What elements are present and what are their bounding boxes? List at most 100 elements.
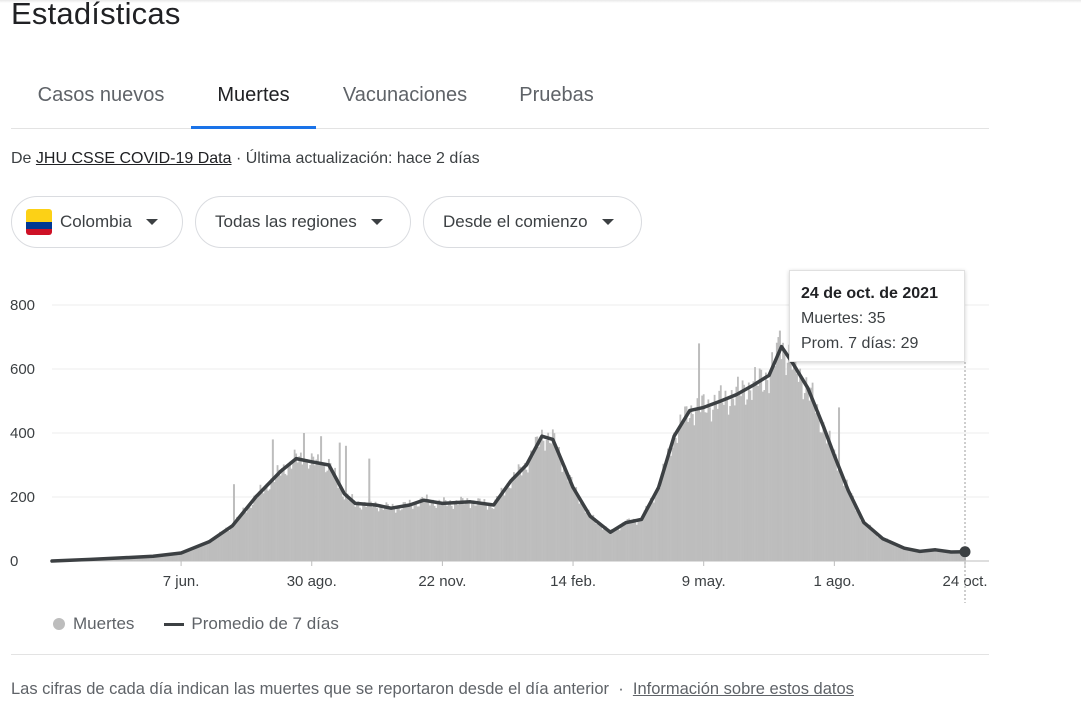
daily-death-bar: [492, 508, 495, 561]
date-range-filter[interactable]: Desde el comienzo: [423, 196, 642, 248]
daily-death-bar: [346, 493, 349, 561]
region-filter[interactable]: Todas las regiones: [195, 196, 411, 248]
daily-death-bar: [254, 494, 257, 561]
daily-death-bar: [640, 520, 643, 561]
daily-death-bar: [433, 505, 436, 561]
daily-death-bar: [424, 499, 427, 561]
daily-death-bar: [124, 557, 127, 561]
daily-death-bar: [789, 358, 792, 561]
daily-death-bar: [721, 402, 724, 561]
daily-death-bar: [827, 435, 830, 561]
daily-death-bar: [321, 464, 324, 561]
daily-death-bar: [166, 554, 168, 561]
daily-death-bar: [906, 549, 909, 561]
daily-death-bar: [474, 505, 476, 561]
daily-death-bar: [579, 502, 582, 561]
country-label: Colombia: [60, 212, 132, 231]
daily-death-bar: [901, 547, 904, 561]
daily-death-bar: [337, 488, 340, 561]
daily-death-bar: [209, 542, 212, 561]
daily-death-bar: [825, 443, 828, 561]
daily-death-bar: [237, 516, 240, 561]
daily-death-bar: [413, 504, 416, 561]
daily-death-bar: [217, 535, 220, 561]
daily-death-bar: [500, 487, 503, 561]
daily-death-bar: [718, 390, 721, 561]
daily-death-bar: [607, 531, 610, 561]
daily-death-bar: [788, 344, 791, 561]
daily-death-bar: [273, 481, 276, 561]
daily-death-bar: [835, 454, 837, 561]
daily-death-bar: [634, 521, 637, 561]
daily-death-bar: [265, 483, 268, 561]
daily-death-bar: [251, 504, 254, 561]
daily-death-bar: [525, 469, 528, 561]
daily-bars: [52, 337, 966, 561]
daily-death-bar: [407, 504, 410, 561]
active-tab-indicator: [191, 126, 316, 129]
daily-death-bar: [723, 404, 725, 561]
deaths-chart[interactable]: 0 200 400 600 800 7 jun. 30 ago. 22 nov. 14 feb.…: [0, 262, 1081, 612]
daily-death-bar: [186, 550, 189, 561]
daily-death-bar: [410, 504, 413, 561]
daily-death-bar: [537, 446, 540, 561]
daily-death-bar: [940, 551, 943, 561]
data-info-link[interactable]: Información sobre estos datos: [632, 680, 854, 698]
daily-death-bar: [796, 373, 798, 561]
daily-death-bar: [278, 469, 280, 561]
daily-death-bar: [438, 499, 441, 561]
daily-death-bar: [870, 530, 873, 561]
daily-death-bar: [327, 458, 330, 561]
tab-pruebas[interactable]: Pruebas: [519, 84, 594, 106]
daily-death-bar: [243, 511, 246, 561]
daily-death-bar: [959, 551, 962, 561]
daily-death-bar: [383, 508, 386, 561]
daily-death-bar: [354, 506, 357, 561]
x-tick-label: 7 jun.: [163, 573, 200, 590]
daily-death-bar: [642, 518, 644, 561]
daily-death-bar: [875, 533, 878, 561]
daily-death-bar: [558, 446, 560, 561]
source-link[interactable]: JHU CSSE COVID-19 Data: [35, 150, 232, 167]
x-tick-label: 30 ago.: [287, 573, 337, 590]
daily-death-bar: [562, 468, 565, 561]
tab-muertes[interactable]: Muertes: [217, 84, 290, 106]
y-tick-label: 600: [10, 361, 35, 378]
daily-death-bar: [769, 373, 772, 561]
daily-death-bar: [169, 554, 172, 561]
daily-death-bar: [724, 390, 727, 561]
daily-death-bar: [761, 391, 764, 561]
daily-death-bar: [548, 442, 551, 561]
daily-death-spike: [320, 436, 323, 561]
daily-death-bar: [934, 550, 937, 561]
daily-death-bar: [229, 526, 232, 561]
daily-death-spike: [778, 330, 781, 561]
daily-death-bar: [531, 456, 534, 561]
daily-death-bar: [355, 503, 358, 561]
tab-vacunaciones[interactable]: Vacunaciones: [342, 84, 468, 106]
daily-death-bar: [393, 508, 396, 561]
country-filter[interactable]: Colombia: [11, 196, 183, 248]
daily-death-bar: [486, 509, 489, 561]
daily-death-bar: [497, 499, 500, 561]
daily-death-bar: [489, 503, 492, 561]
daily-death-bar: [733, 405, 736, 561]
daily-death-bar: [519, 466, 522, 561]
daily-death-bar: [517, 464, 520, 561]
daily-death-bar: [475, 505, 478, 561]
source-prefix: De: [11, 150, 32, 167]
daily-death-spike: [838, 407, 841, 561]
tab-casos-nuevos[interactable]: Casos nuevos: [37, 84, 165, 106]
daily-death-bar: [485, 504, 487, 561]
daily-death-bar: [668, 447, 671, 561]
daily-death-bar: [447, 503, 450, 561]
daily-death-bar: [408, 499, 411, 561]
daily-death-bar: [878, 537, 881, 561]
daily-death-bar: [555, 449, 557, 561]
daily-death-bar: [701, 395, 704, 561]
daily-death-bar: [631, 522, 634, 561]
daily-death-bar: [416, 506, 419, 561]
footnote-text: Las cifras de cada día indican las muert…: [11, 680, 610, 698]
legend-deaths: Muertes: [73, 614, 135, 633]
daily-death-bar: [813, 403, 816, 561]
